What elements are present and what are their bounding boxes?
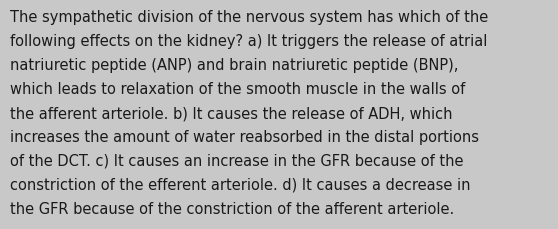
Text: The sympathetic division of the nervous system has which of the: The sympathetic division of the nervous … bbox=[10, 10, 488, 25]
Text: of the DCT. c) It causes an increase in the GFR because of the: of the DCT. c) It causes an increase in … bbox=[10, 153, 464, 168]
Text: natriuretic peptide (ANP) and brain natriuretic peptide (BNP),: natriuretic peptide (ANP) and brain natr… bbox=[10, 58, 459, 73]
Text: constriction of the efferent arteriole. d) It causes a decrease in: constriction of the efferent arteriole. … bbox=[10, 177, 470, 192]
Text: increases the amount of water reabsorbed in the distal portions: increases the amount of water reabsorbed… bbox=[10, 129, 479, 144]
Text: following effects on the kidney? a) It triggers the release of atrial: following effects on the kidney? a) It t… bbox=[10, 34, 488, 49]
Text: which leads to relaxation of the smooth muscle in the walls of: which leads to relaxation of the smooth … bbox=[10, 82, 465, 97]
Text: the GFR because of the constriction of the afferent arteriole.: the GFR because of the constriction of t… bbox=[10, 201, 454, 216]
Text: the afferent arteriole. b) It causes the release of ADH, which: the afferent arteriole. b) It causes the… bbox=[10, 106, 453, 120]
